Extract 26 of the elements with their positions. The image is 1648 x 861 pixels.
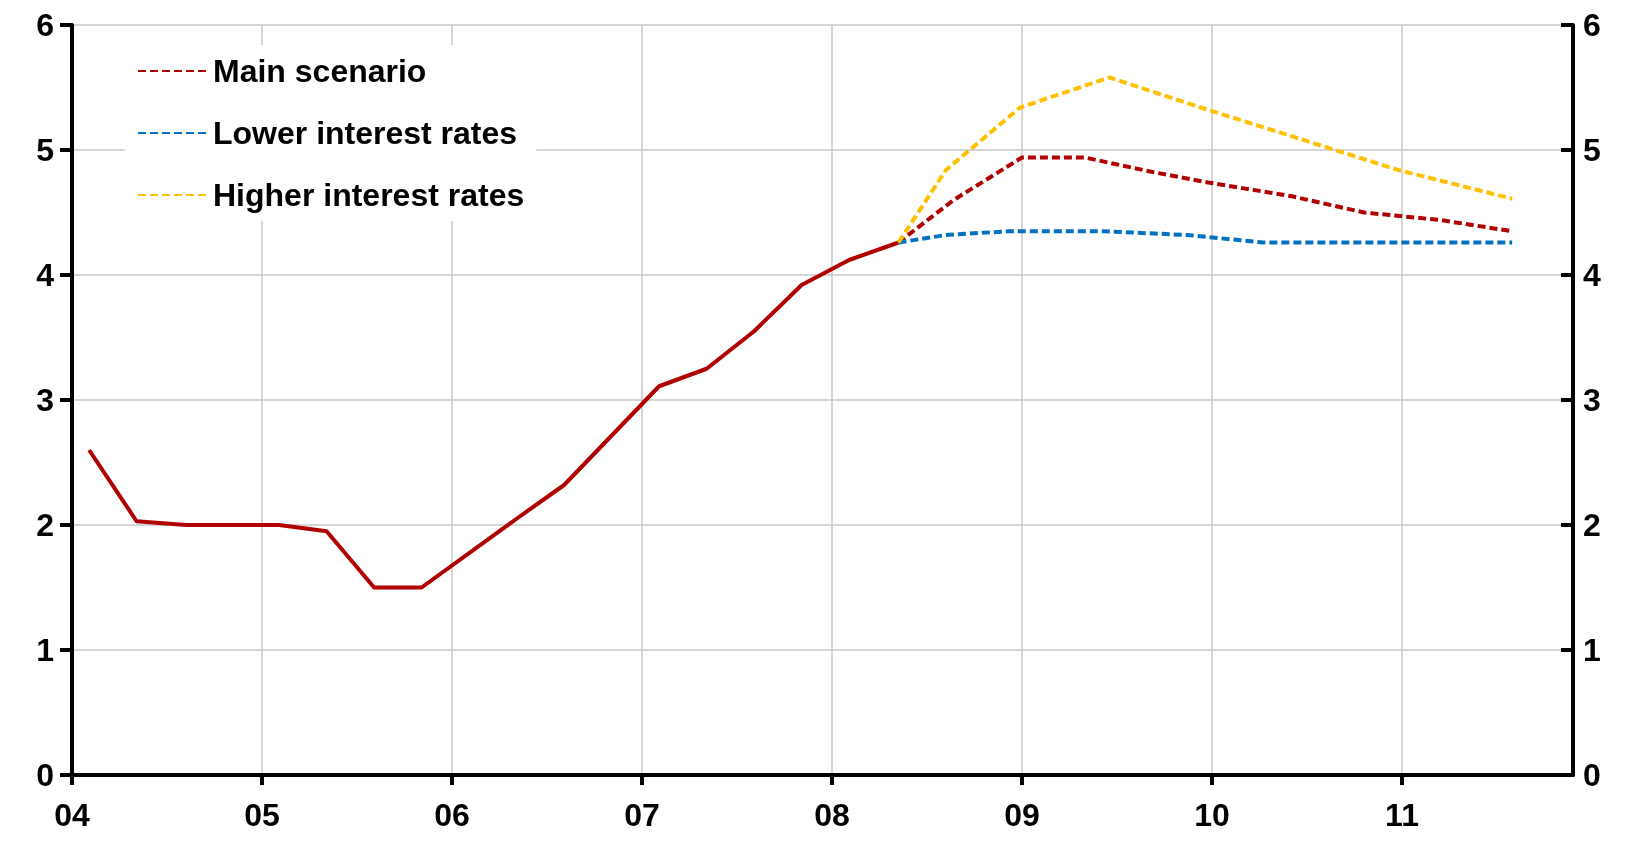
x-tick-label: 10 <box>1194 797 1230 833</box>
legend-label: Main scenario <box>213 53 427 89</box>
x-tick-label: 07 <box>624 797 660 833</box>
y2-tick-label: 5 <box>1583 132 1601 168</box>
legend-label: Lower interest rates <box>213 115 518 151</box>
x-tick-label: 06 <box>434 797 470 833</box>
y-tick-label: 5 <box>36 132 54 168</box>
x-tick-label: 05 <box>244 797 280 833</box>
x-tick-label: 11 <box>1385 797 1419 833</box>
line-series <box>896 75 1515 245</box>
y-tick-label: 2 <box>36 507 54 543</box>
x-tick-label: 08 <box>814 797 850 833</box>
y2-tick-label: 6 <box>1583 7 1601 43</box>
y2-tick-label: 3 <box>1583 382 1601 418</box>
y2-tick-label: 0 <box>1583 757 1601 793</box>
x-tick-label: 04 <box>54 797 90 833</box>
y2-tick-label: 4 <box>1583 257 1601 293</box>
y-tick-label: 0 <box>36 757 54 793</box>
x-tick-label: 09 <box>1004 797 1040 833</box>
y-tick-label: 1 <box>36 632 54 668</box>
y-tick-label: 6 <box>36 7 54 43</box>
y-tick-label: 4 <box>36 257 55 293</box>
y2-tick-label: 1 <box>1583 632 1601 668</box>
y-tick-label: 3 <box>36 382 54 418</box>
legend-label: Higher interest rates <box>213 177 525 213</box>
y2-tick-label: 2 <box>1583 507 1601 543</box>
